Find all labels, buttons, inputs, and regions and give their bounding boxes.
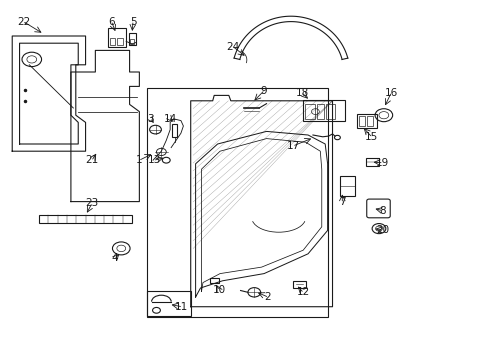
- Bar: [146, 291, 190, 316]
- Bar: [146, 88, 327, 317]
- Text: 13: 13: [147, 155, 161, 165]
- Bar: [365, 158, 379, 166]
- Text: 2: 2: [264, 292, 271, 302]
- Bar: [210, 278, 219, 283]
- Bar: [325, 104, 335, 119]
- Text: 1: 1: [136, 155, 142, 165]
- Bar: [39, 215, 132, 223]
- Bar: [366, 116, 372, 126]
- Text: 5: 5: [129, 17, 136, 27]
- Text: 8: 8: [378, 206, 385, 216]
- Text: 17: 17: [286, 141, 300, 151]
- Text: 20: 20: [375, 225, 388, 235]
- Text: 16: 16: [384, 88, 397, 98]
- Bar: [358, 116, 364, 126]
- Text: 4: 4: [111, 253, 118, 264]
- Bar: [356, 114, 376, 128]
- Text: 9: 9: [260, 86, 267, 96]
- Bar: [316, 104, 323, 119]
- Text: 7: 7: [338, 197, 345, 207]
- Bar: [305, 104, 314, 119]
- Bar: [107, 28, 126, 47]
- Text: 6: 6: [108, 17, 115, 27]
- Bar: [303, 100, 344, 121]
- Text: 11: 11: [175, 302, 188, 312]
- Bar: [128, 33, 136, 45]
- Text: 23: 23: [85, 198, 99, 208]
- Text: 18: 18: [295, 88, 308, 98]
- Text: 21: 21: [85, 155, 99, 165]
- Text: 15: 15: [364, 132, 378, 142]
- Text: 14: 14: [163, 114, 177, 124]
- Bar: [109, 38, 115, 45]
- Text: 12: 12: [296, 287, 309, 297]
- Bar: [172, 124, 177, 137]
- Bar: [293, 281, 305, 288]
- Text: 24: 24: [226, 42, 240, 52]
- Text: 3: 3: [147, 114, 154, 124]
- Bar: [129, 39, 134, 44]
- Text: 19: 19: [375, 158, 388, 168]
- Bar: [117, 38, 123, 45]
- Text: 22: 22: [17, 17, 30, 27]
- Text: 10: 10: [212, 285, 225, 295]
- Bar: [339, 176, 354, 196]
